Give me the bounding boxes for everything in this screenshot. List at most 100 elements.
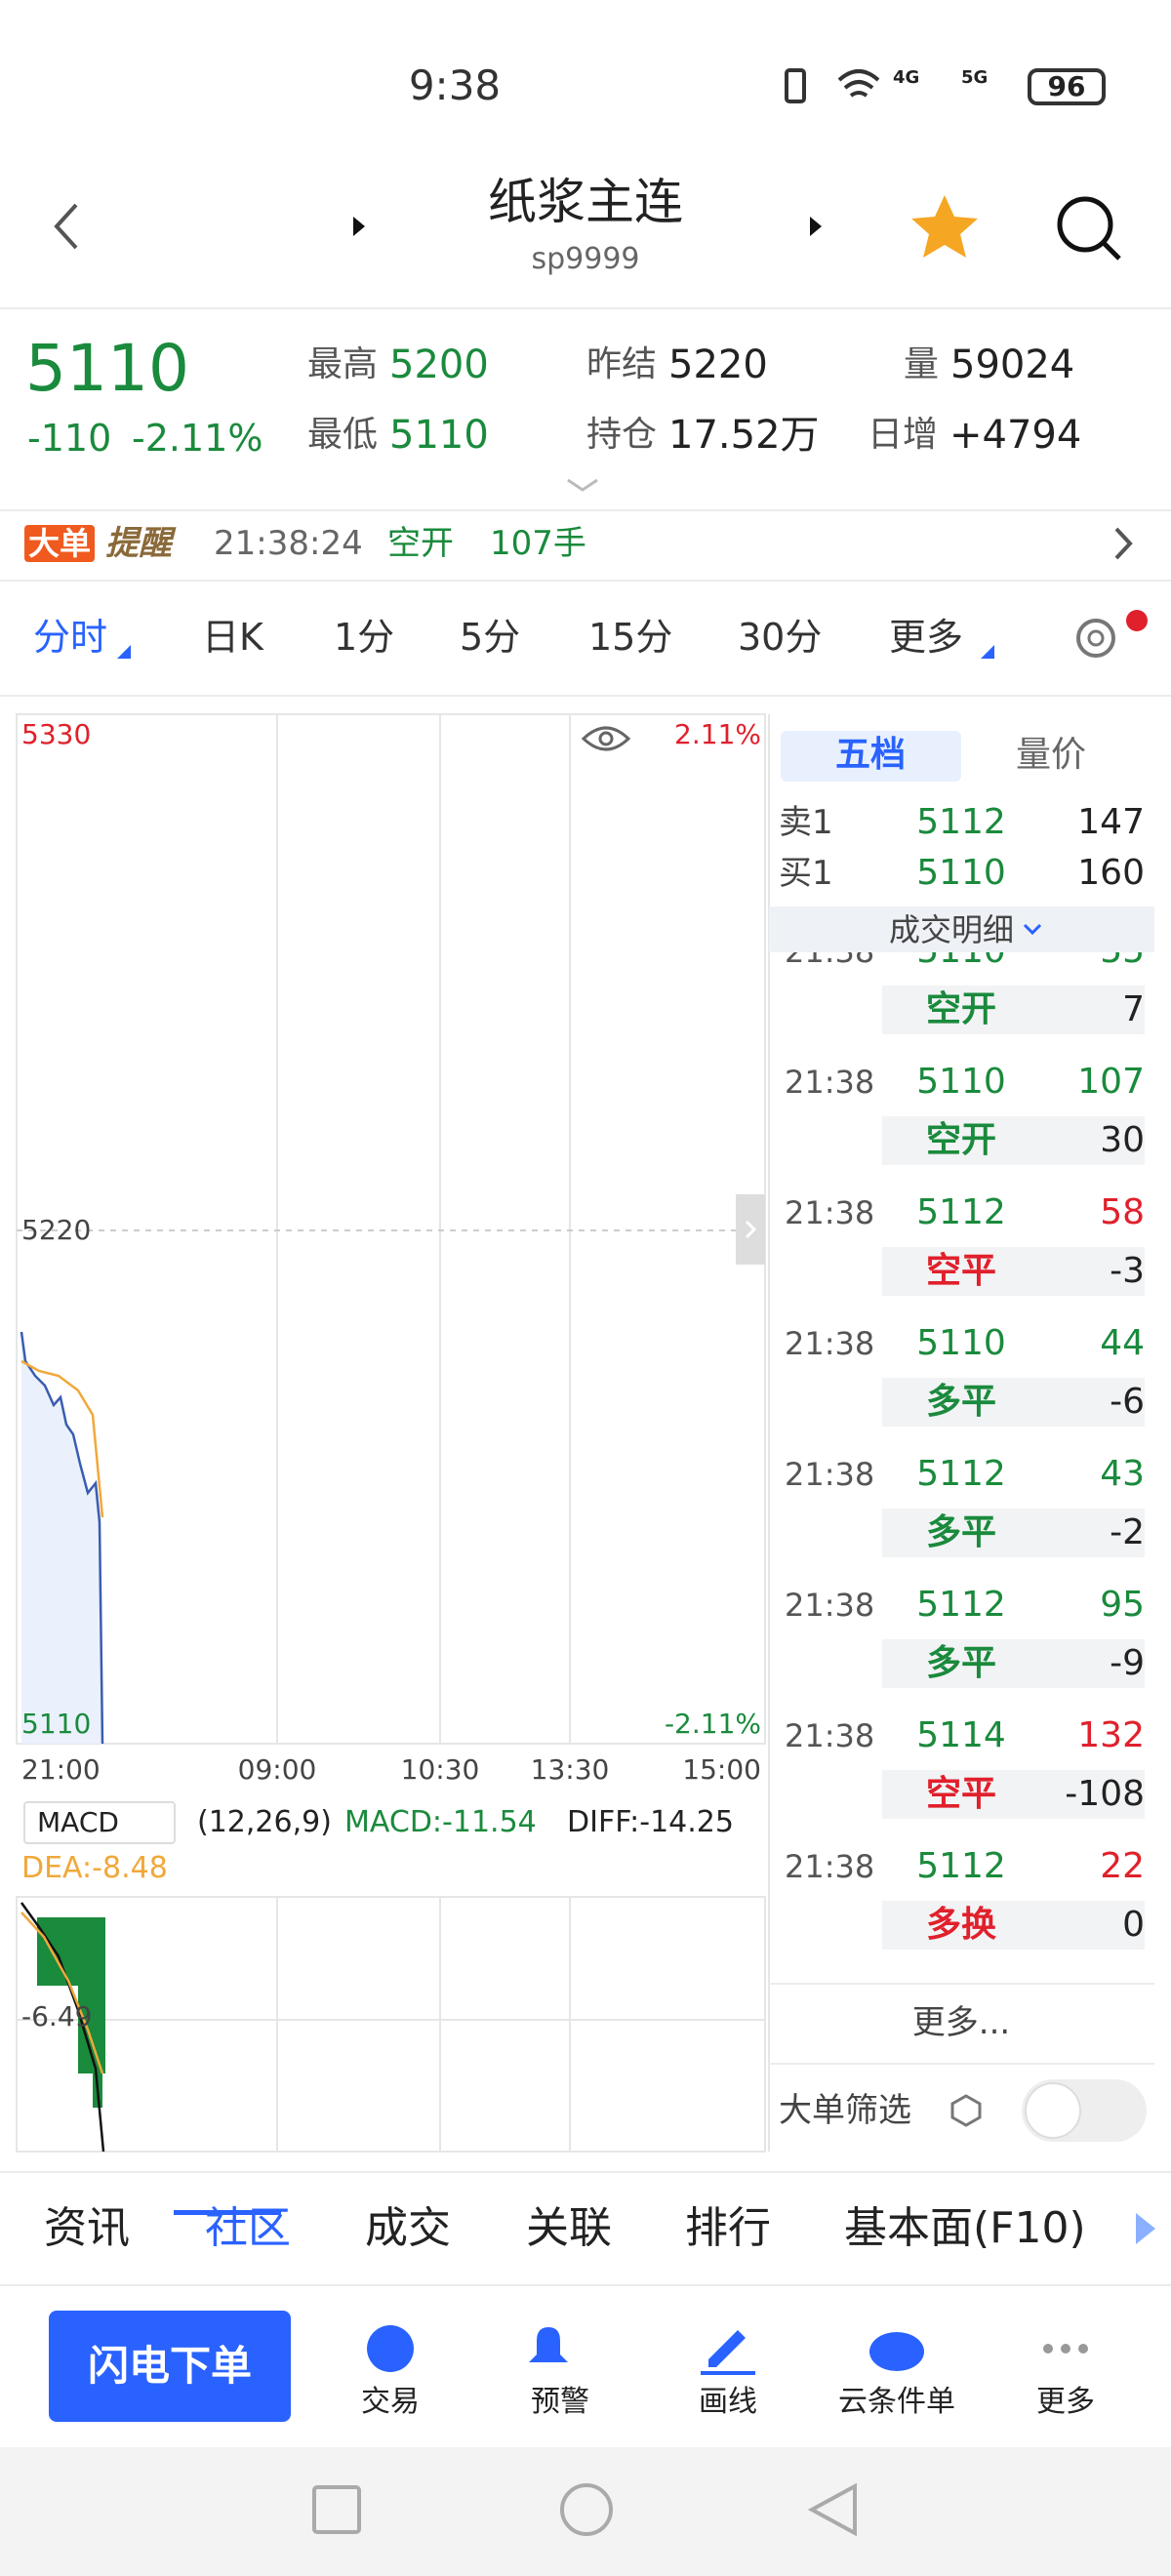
trade-type-bg [882, 1901, 1145, 1950]
network-label: 5G [961, 67, 989, 88]
trade-time: 21:38 [785, 952, 874, 967]
trade-price: 5112 [916, 1454, 1006, 1494]
toolbar-item[interactable]: 更多 [1036, 2385, 1095, 2419]
trade-type-bg [882, 1116, 1145, 1165]
pct-label: -2.11% [664, 1708, 761, 1740]
stat-value: 5110 [389, 413, 489, 458]
status-time: 9:38 [408, 61, 502, 109]
trade-type-bg [882, 1247, 1145, 1296]
trade-volume: 22 [1100, 1846, 1145, 1886]
trade-time: 21:38 [785, 1717, 875, 1754]
tabs-scroll[interactable] [1136, 2213, 1155, 2244]
period-tab[interactable]: 1分 [334, 616, 395, 659]
trade-time: 21:38 [785, 1064, 875, 1101]
alert-volume: 107手 [490, 524, 586, 563]
period-tab[interactable]: 15分 [588, 616, 673, 659]
last-price: 5110 [25, 331, 189, 406]
level-price: 5110 [916, 853, 1006, 893]
trade-change: -2 [1110, 1512, 1145, 1552]
expand-chevron[interactable] [567, 478, 598, 492]
bottom-tab[interactable]: 基本面(F10) [844, 2203, 1086, 2253]
macd-params: (12,26,9) [197, 1805, 332, 1839]
trade-volume: 107 [1077, 1062, 1145, 1102]
stat-label: 量 [904, 344, 940, 384]
stat-label: 持仓 [586, 415, 658, 455]
toolbar-item[interactable]: 画线 [699, 2385, 757, 2419]
search-button[interactable] [1057, 196, 1121, 261]
stat-value: 59024 [950, 342, 1075, 387]
nav-buttons[interactable] [312, 2482, 857, 2537]
trade-change: -6 [1110, 1382, 1145, 1422]
stat-value: 5220 [668, 342, 768, 387]
toolbar-item[interactable]: 预警 [531, 2385, 589, 2419]
stat-label: 最高 [307, 344, 379, 384]
period-tab[interactable]: 日K [202, 616, 263, 659]
flash-order-button[interactable] [49, 2311, 291, 2422]
trade-type: 多平 [925, 1382, 997, 1422]
trade-price: 5110 [916, 952, 1006, 969]
next-contract[interactable] [810, 217, 822, 236]
toolbar-item[interactable]: 交易 [361, 2385, 420, 2419]
trade-type-bg [882, 1509, 1145, 1557]
trade-volume: 43 [1100, 1454, 1145, 1494]
bottom-tab[interactable]: 关联 [526, 2203, 612, 2253]
filter-label: 大单筛选 [779, 2091, 911, 2130]
period-tab[interactable]: 5分 [460, 616, 521, 659]
book-tab[interactable]: 五档 [834, 735, 907, 775]
panel-handle[interactable] [736, 1194, 765, 1265]
alert-arrow[interactable] [1114, 527, 1133, 560]
bottom-tab[interactable]: 社区 [205, 2203, 291, 2253]
more-trades[interactable]: 更多... [911, 2003, 1011, 2042]
trade-price: 5110 [916, 1323, 1006, 1363]
price-area [21, 1332, 102, 1744]
diff-value: DIFF:-14.25 [567, 1805, 734, 1839]
y-label: 5330 [21, 718, 92, 750]
trade-type-bg [882, 1770, 1145, 1819]
book-tab[interactable]: 量价 [1015, 735, 1087, 775]
level-label: 卖1 [779, 803, 833, 842]
trades-header-bg [769, 906, 1154, 952]
trade-change: 30 [1100, 1120, 1145, 1160]
flash-order-label[interactable]: 闪电下单 [87, 2342, 253, 2390]
toolbar-item[interactable]: 云条件单 [838, 2385, 955, 2419]
bottom-tab[interactable]: 排行 [685, 2203, 771, 2253]
filter-icon[interactable] [950, 2094, 982, 2127]
period-tab[interactable]: 更多 [889, 616, 964, 659]
trade-volume: 55 [1100, 952, 1145, 969]
favorite-star[interactable] [911, 195, 978, 258]
bottom-tab[interactable]: 成交 [365, 2203, 451, 2253]
trade-change: 0 [1122, 1905, 1145, 1945]
back-button[interactable] [54, 203, 78, 250]
trade-volume: 44 [1100, 1323, 1145, 1363]
stat-label: 昨结 [586, 344, 658, 384]
contract-title: 纸浆主连 [488, 174, 683, 230]
period-tab[interactable]: 分时 [33, 616, 108, 659]
trades-header[interactable]: 成交明细 [888, 911, 1015, 948]
trade-volume: 95 [1100, 1585, 1145, 1625]
y-label: 5110 [21, 1708, 92, 1740]
trade-type-bg [882, 1639, 1145, 1688]
active-tab-bg [781, 731, 961, 782]
average-line [20, 1359, 104, 1518]
battery: 96 [1047, 70, 1086, 102]
period-tab[interactable]: 30分 [738, 616, 823, 659]
price-line [20, 1331, 104, 1745]
y-label: 5220 [21, 1214, 92, 1246]
trade-time: 21:38 [785, 1325, 875, 1362]
prev-contract[interactable] [353, 217, 365, 236]
level-price: 5112 [916, 802, 1006, 842]
trade-time: 21:38 [785, 1194, 875, 1231]
trade-time: 21:38 [785, 1456, 875, 1493]
bottom-tab[interactable]: 资讯 [44, 2203, 130, 2253]
trade-price: 5112 [916, 1846, 1006, 1886]
settings-icon[interactable] [1076, 610, 1148, 658]
trade-time: 21:38 [785, 1587, 875, 1624]
macd-value: MACD:-11.54 [344, 1805, 537, 1839]
eye-icon[interactable] [581, 726, 631, 751]
indicator-select[interactable]: MACD [23, 1801, 176, 1844]
trade-price: 5112 [916, 1192, 1006, 1232]
price-change-pct: -2.11% [132, 417, 263, 460]
trade-price: 5114 [916, 1715, 1006, 1755]
